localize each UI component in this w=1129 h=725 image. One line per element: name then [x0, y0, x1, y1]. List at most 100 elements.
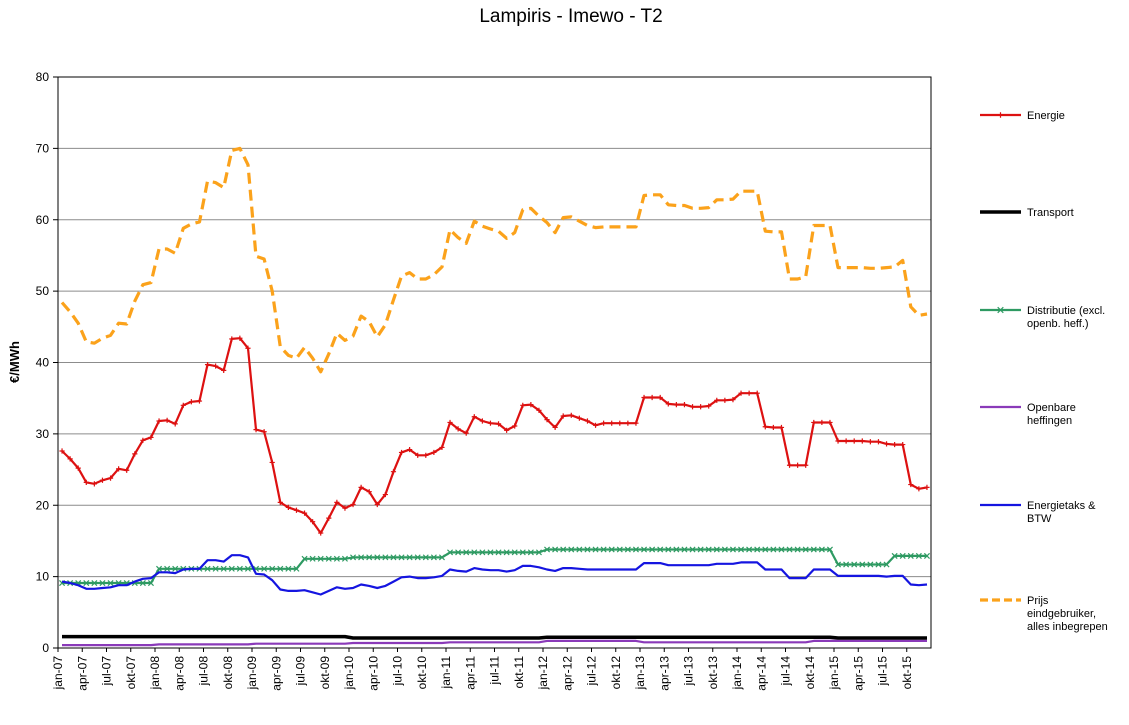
data-point: [269, 565, 276, 572]
data-point: [536, 407, 542, 413]
data-point: [584, 418, 591, 424]
x-tick-label: okt-11: [512, 656, 526, 689]
y-tick-label: 30: [36, 427, 50, 441]
data-point: [220, 565, 227, 572]
data-point: [730, 397, 736, 403]
data-point: [196, 398, 203, 404]
x-tick-label: okt-07: [124, 656, 138, 690]
data-point: [261, 565, 268, 572]
data-point: [520, 402, 526, 408]
data-point: [99, 477, 106, 483]
x-tick-label: jul-12: [585, 656, 599, 687]
data-point: [916, 486, 922, 492]
data-point: [762, 424, 768, 430]
data-point: [310, 519, 316, 525]
data-point: [91, 481, 97, 487]
series-line-distributie-excl-openb-heff: [62, 548, 927, 585]
data-point: [738, 546, 745, 553]
data-point: [560, 546, 567, 553]
legend-label: Energie: [1027, 110, 1065, 122]
data-point: [746, 390, 752, 396]
data-point: [738, 390, 744, 396]
data-point: [455, 549, 462, 556]
data-point: [633, 420, 639, 426]
data-point: [544, 546, 551, 553]
data-point: [164, 417, 170, 423]
data-point: [519, 549, 526, 556]
data-point: [892, 441, 898, 448]
data-point: [625, 420, 631, 426]
data-point: [665, 546, 672, 553]
data-point: [382, 491, 388, 498]
y-tick-label: 80: [36, 70, 50, 84]
data-point: [140, 437, 146, 443]
data-point: [632, 546, 639, 553]
data-point: [333, 555, 340, 562]
x-tick-label: jan-10: [342, 656, 356, 691]
data-point: [617, 420, 623, 426]
legend-marker: [997, 306, 1004, 314]
data-point: [83, 479, 89, 486]
data-point: [770, 424, 776, 431]
data-point: [746, 546, 753, 553]
legend-item-energietaks-btw: Energietaks & BTW: [980, 500, 1096, 525]
data-point: [350, 501, 356, 508]
data-point: [301, 510, 308, 516]
data-point: [568, 546, 575, 553]
x-tick-label: okt-13: [706, 656, 720, 690]
x-tick-label: jan-12: [536, 656, 550, 691]
data-point: [407, 446, 413, 453]
legend-item-openbare-heffingen: Openbare heffingen: [980, 402, 1076, 427]
data-point: [609, 420, 615, 426]
data-point: [358, 554, 365, 561]
data-point: [244, 565, 251, 572]
data-point: [641, 394, 647, 401]
data-point: [277, 499, 283, 505]
data-point: [576, 415, 582, 421]
legend-label: Transport: [1027, 207, 1074, 219]
data-point: [762, 546, 769, 553]
data-point: [835, 561, 842, 568]
data-point: [398, 449, 405, 456]
data-point: [479, 549, 486, 556]
x-tick-label: apr-09: [269, 656, 283, 691]
data-point: [722, 397, 728, 403]
data-point: [164, 565, 171, 572]
data-point: [414, 554, 421, 561]
series-energie: [59, 335, 930, 536]
data-point: [592, 546, 599, 553]
data-point: [124, 467, 130, 473]
data-point: [341, 555, 348, 562]
data-point: [875, 439, 882, 445]
series-line-openbare-heffingen: [62, 639, 927, 647]
data-point: [156, 565, 163, 572]
series-openbare-heffingen: [62, 639, 927, 647]
data-point: [657, 546, 664, 553]
data-point: [309, 555, 316, 562]
data-point: [204, 565, 211, 572]
data-point: [907, 552, 914, 559]
data-point: [624, 546, 631, 553]
data-point: [406, 554, 413, 561]
data-point: [350, 554, 357, 561]
data-point: [463, 430, 469, 436]
data-point: [778, 546, 785, 553]
data-point: [899, 552, 906, 559]
data-point: [172, 421, 178, 427]
data-point: [245, 345, 251, 351]
data-point: [83, 580, 90, 587]
x-tick-label: apr-07: [75, 656, 89, 691]
legend-item-energie: Energie: [980, 110, 1065, 122]
data-point: [721, 546, 728, 553]
legend-label: Distributie (excl. openb. heff.): [1027, 305, 1105, 330]
legend: Energie Transport Distributie (excl. openb.…: [980, 110, 1108, 633]
data-point: [576, 546, 583, 553]
x-tick-label: jul-15: [876, 656, 890, 687]
data-point: [552, 546, 559, 553]
data-point: [487, 420, 494, 426]
data-point: [867, 561, 874, 568]
data-point: [358, 484, 364, 491]
data-point: [802, 546, 809, 553]
data-point: [277, 565, 284, 572]
data-point: [754, 390, 760, 396]
